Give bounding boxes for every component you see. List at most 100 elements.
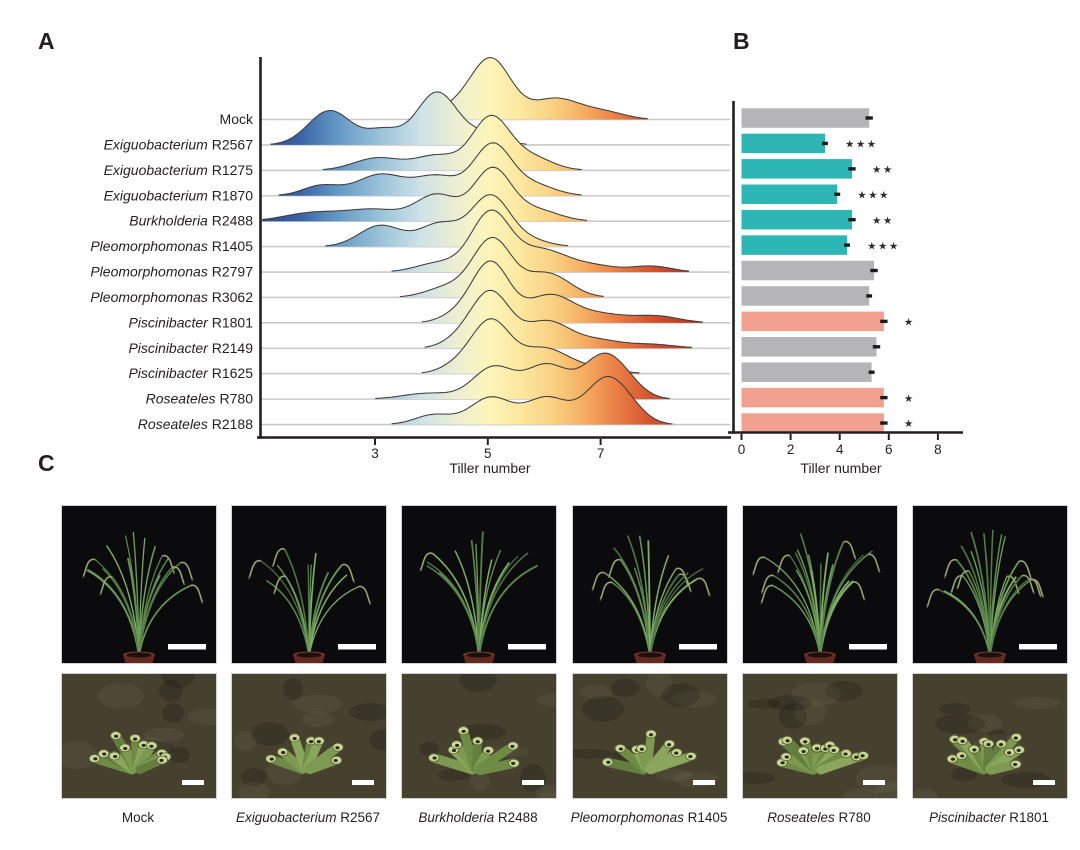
tiller-cut-hole (618, 747, 623, 751)
tiller-cut-hole (1016, 748, 1021, 752)
rice-leaf (649, 568, 704, 657)
soil-texture (470, 773, 490, 791)
soil-texture (168, 747, 190, 763)
soil-texture (935, 714, 985, 734)
photo-caption-burkholderia-r2488: Burkholderia R2488 (393, 810, 563, 825)
ridge-outline-roseateles-r780 (375, 352, 670, 400)
soil-texture (238, 782, 270, 798)
tiller-cut-hole (308, 740, 314, 744)
soil-texture (582, 696, 624, 722)
ridge-curve-pleomorphomonas-r3062 (399, 237, 604, 298)
ridge-row-label-pleomorphomonas-r2797: Pleomorphomonas R2797 (90, 264, 253, 280)
tiller-cut-hole (803, 740, 808, 744)
soil-texture (251, 722, 289, 746)
soil-texture (968, 714, 1002, 732)
pot-soil (807, 652, 833, 658)
tiller-cut-hole (133, 737, 138, 741)
tiller-cut-hole (451, 748, 457, 753)
plant-photo-burkholderia-r2488 (401, 505, 557, 664)
tiller-cut-hole (843, 752, 848, 756)
significance-stars-exiguobacterium-r1275: ★★ (872, 164, 894, 176)
rice-leaf (781, 580, 821, 657)
scale-bar (863, 780, 885, 785)
photo-caption-piscinibacter-r1801: Piscinibacter R1801 (904, 810, 1074, 825)
pot-soil (977, 652, 1003, 658)
caption-strain-id: R780 (838, 810, 871, 825)
bar-burkholderia-r2488 (741, 209, 852, 230)
soil-texture (187, 709, 216, 725)
caption-genus: Piscinibacter (928, 810, 1010, 825)
tiller-cut-hole (953, 738, 958, 742)
significance-stars-piscinibacter-r1801: ★ (904, 317, 915, 329)
soil-texture (369, 729, 386, 751)
rice-leaf (478, 564, 538, 657)
tiller-cut-hole (485, 749, 491, 753)
soil-texture (162, 703, 184, 723)
soil-texture (241, 768, 267, 786)
tiller-cut-hole (269, 757, 274, 761)
ridge-outline-exiguobacterium-r1870 (278, 142, 582, 196)
soil-texture (951, 767, 977, 781)
significance-stars-pleomorphomonas-r1405: ★★★ (867, 240, 900, 252)
rice-leaf (938, 589, 991, 657)
ridge-outline-roseateles-r2188 (391, 375, 673, 425)
tiller-cut-hole (780, 761, 785, 765)
tiller-photo-mock (61, 673, 217, 799)
caption-genus: Burkholderia (418, 810, 498, 825)
soil-texture (536, 792, 556, 798)
tiller-cut-hole (461, 729, 466, 733)
tiller-cut-hole (784, 755, 789, 759)
tiller-cut-hole (860, 754, 865, 758)
tiller-cut-hole (688, 755, 693, 759)
pot (293, 655, 325, 663)
bar-roseateles-r780 (741, 387, 884, 408)
soil-texture (662, 683, 700, 707)
soil-texture (748, 699, 780, 709)
rice-leaf (132, 531, 140, 657)
tiller-cut-hole (998, 743, 1004, 747)
tiller-photo-pleomorphomonas-r1405 (572, 673, 728, 799)
soil-texture (98, 683, 144, 709)
soil-texture (302, 711, 334, 727)
caption-strain-id: R2488 (497, 810, 538, 825)
tiller-cut-hole (511, 761, 516, 765)
photo-caption-exiguobacterium-r2567: Exiguobacterium R2567 (223, 810, 393, 825)
ridge-row-label-pleomorphomonas-r3062: Pleomorphomonas R3062 (90, 289, 253, 305)
pot-soil (466, 652, 492, 658)
panel-a-label: A (38, 28, 55, 54)
soil-texture (671, 691, 717, 707)
bar-chart-bars: ★★★★★★★★★★★★★★★★ (741, 108, 915, 433)
soil-texture (144, 728, 184, 742)
caption-strain-id: R1801 (1009, 810, 1050, 825)
tiller-stem (475, 758, 519, 776)
soil-texture (656, 769, 692, 781)
ridge-curve-pleomorphomonas-r2797 (391, 210, 689, 272)
rice-leaf (819, 550, 873, 657)
photo-caption-roseateles-r780: Roseateles R780 (734, 810, 904, 825)
x-tick-label: 8 (934, 442, 942, 457)
rice-leaf (647, 540, 651, 657)
x-tick-label: 6 (885, 442, 893, 457)
tiller-cut-hole (674, 751, 679, 755)
significance-stars-roseateles-r2188: ★ (904, 418, 915, 430)
scale-bar (338, 644, 376, 650)
bar-piscinibacter-r1625 (741, 362, 872, 382)
bar-piscinibacter-r2149 (741, 337, 877, 357)
soil-texture (161, 674, 195, 688)
pot-soil (637, 652, 663, 658)
plant-photo-pleomorphomonas-r1405 (572, 505, 728, 664)
pot (634, 655, 666, 663)
soil-texture (779, 703, 807, 729)
bar-exiguobacterium-r1870 (741, 184, 838, 205)
caption-genus: Pleomorphomonas (570, 810, 688, 825)
tiller-cut-hole (114, 734, 119, 738)
ridge-row-label-piscinibacter-r1801: Piscinibacter R1801 (128, 314, 253, 330)
caption-strain-id: Mock (121, 810, 155, 825)
rice-leaf (138, 584, 191, 657)
scale-bar (679, 644, 717, 650)
tiller-cut-hole (475, 740, 480, 744)
bar-exiguobacterium-r1275 (741, 159, 852, 179)
photo-caption-mock: Mock (53, 810, 223, 825)
tiller-photo-piscinibacter-r1801 (912, 673, 1068, 799)
